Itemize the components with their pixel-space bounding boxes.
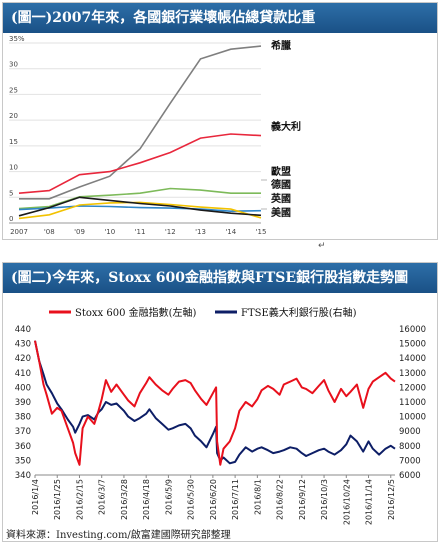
y-right-tick-label: 12000 [399, 383, 426, 393]
series-label: 義大利 [271, 120, 301, 133]
y-left-tick-label: 340 [15, 471, 31, 481]
series-label: 德國 [270, 178, 291, 191]
x-tick-label: '11 [135, 228, 146, 236]
series-line [18, 201, 262, 220]
series-line [18, 133, 262, 194]
series-line [18, 205, 262, 213]
x-tick-label: '14 [225, 228, 236, 236]
x-tick-label: 2016/7/11 [231, 479, 240, 520]
y-left-tick-label: 360 [15, 442, 31, 452]
x-tick-label: '10 [104, 228, 115, 236]
x-tick-label: 2016/12/5 [387, 479, 396, 520]
x-tick-label: 2007 [10, 228, 28, 236]
y-tick-label: 35% [9, 35, 25, 43]
chart-panel-npl-ratio: (圖一)2007年來，各國銀行業壞帳佔總貸款比重 35% 30 25 20 15 10 5 0… [2, 2, 438, 240]
y-left-tick-label: 400 [15, 383, 31, 393]
y-right-tick-label: 7000 [399, 456, 421, 466]
x-tick-label: '13 [195, 228, 206, 236]
y-right-tick-label: 14000 [399, 354, 426, 364]
y-right-tick-label: 10000 [399, 413, 426, 423]
y-right-tick-label: 6000 [399, 471, 421, 481]
x-tick-label: 2016/3/7 [98, 479, 107, 515]
series-line [34, 340, 396, 465]
y-tick-label: 20 [9, 112, 18, 120]
legend-label: Stoxx 600 金融指數(左軸) [75, 306, 197, 319]
y-left-tick-label: 430 [15, 340, 31, 350]
y-left-tick-label: 390 [15, 398, 31, 408]
y-left-tick-label: 380 [15, 413, 31, 423]
legend-label: FTSE義大利銀行股(右軸) [241, 306, 357, 319]
y-left-tick-label: 440 [15, 325, 31, 335]
x-tick-label: 2016/10/24 [342, 479, 351, 525]
x-tick-label: 2016/8/1 [253, 479, 262, 515]
x-tick-label: 2016/1/4 [31, 479, 40, 515]
y-right-tick-label: 9000 [399, 427, 421, 437]
y-tick-label: 30 [9, 61, 18, 69]
x-tick-label: 2016/1/25 [53, 479, 62, 520]
x-tick-label: 2016/4/18 [142, 479, 151, 520]
chart-title: (圖一)2007年來，各國銀行業壞帳佔總貸款比重 [3, 3, 437, 33]
series-label: 美國 [271, 206, 291, 219]
x-tick-label: '15 [256, 228, 267, 236]
y-right-tick-label: 16000 [399, 325, 426, 335]
x-tick-label: 2016/2/15 [75, 479, 84, 520]
series-label: 希臘 [270, 39, 291, 52]
y-left-tick-label: 420 [15, 354, 31, 364]
y-right-tick-label: 13000 [399, 369, 426, 379]
x-tick-label: 2016/6/20 [209, 479, 218, 520]
x-tick-label: 2016/9/12 [298, 479, 307, 520]
chart-panel-index-trend: (圖二)今年來，Stoxx 600金融指數與FTSE銀行股指數走勢圖 Stoxx… [2, 262, 438, 542]
x-tick-label: 2016/5/9 [164, 479, 173, 515]
chart-title: (圖二)今年來，Stoxx 600金融指數與FTSE銀行股指數走勢圖 [3, 263, 437, 293]
series-line [18, 196, 262, 217]
x-tick-label: '09 [74, 228, 85, 236]
series-label: 歐盟 [271, 165, 291, 178]
return-mark: ↵ [318, 241, 326, 251]
y-tick-label: 10 [9, 164, 18, 172]
y-tick-label: 5 [9, 189, 13, 197]
x-tick-label: '08 [44, 228, 55, 236]
y-right-tick-label: 11000 [399, 398, 426, 408]
npl-line-chart: 35% 30 25 20 15 10 5 0 2007 '08 '09 '10 '11 '12 '13 '1… [9, 35, 301, 236]
y-right-tick-label: 8000 [399, 442, 421, 452]
x-tick-label: 2016/8/22 [276, 479, 285, 520]
series-line [18, 187, 261, 210]
x-tick-label: 2016/3/28 [120, 479, 129, 520]
y-left-tick-label: 410 [15, 369, 31, 379]
source-note: 資料來源：Investing.com/啟富建國際研究部整理 [6, 530, 231, 541]
x-tick-label: 2016/10/3 [320, 479, 329, 520]
series-label: 英國 [270, 192, 291, 205]
y-right-tick-label: 15000 [399, 340, 426, 350]
x-tick-label: '12 [165, 228, 176, 236]
y-tick-label: 25 [9, 86, 18, 94]
y-tick-label: 15 [9, 138, 18, 146]
x-tick-label: 2016/11/14 [365, 479, 374, 525]
series-line [34, 340, 396, 466]
y-left-tick-label: 350 [15, 456, 31, 466]
y-left-tick-label: 370 [15, 427, 31, 437]
x-tick-label: 2016/5/30 [187, 479, 196, 520]
y-tick-label: 0 [9, 215, 13, 223]
series-line [19, 45, 262, 200]
index-line-chart: Stoxx 600 金融指數(左軸) FTSE義大利銀行股(右軸) 440 430 4… [15, 306, 426, 525]
